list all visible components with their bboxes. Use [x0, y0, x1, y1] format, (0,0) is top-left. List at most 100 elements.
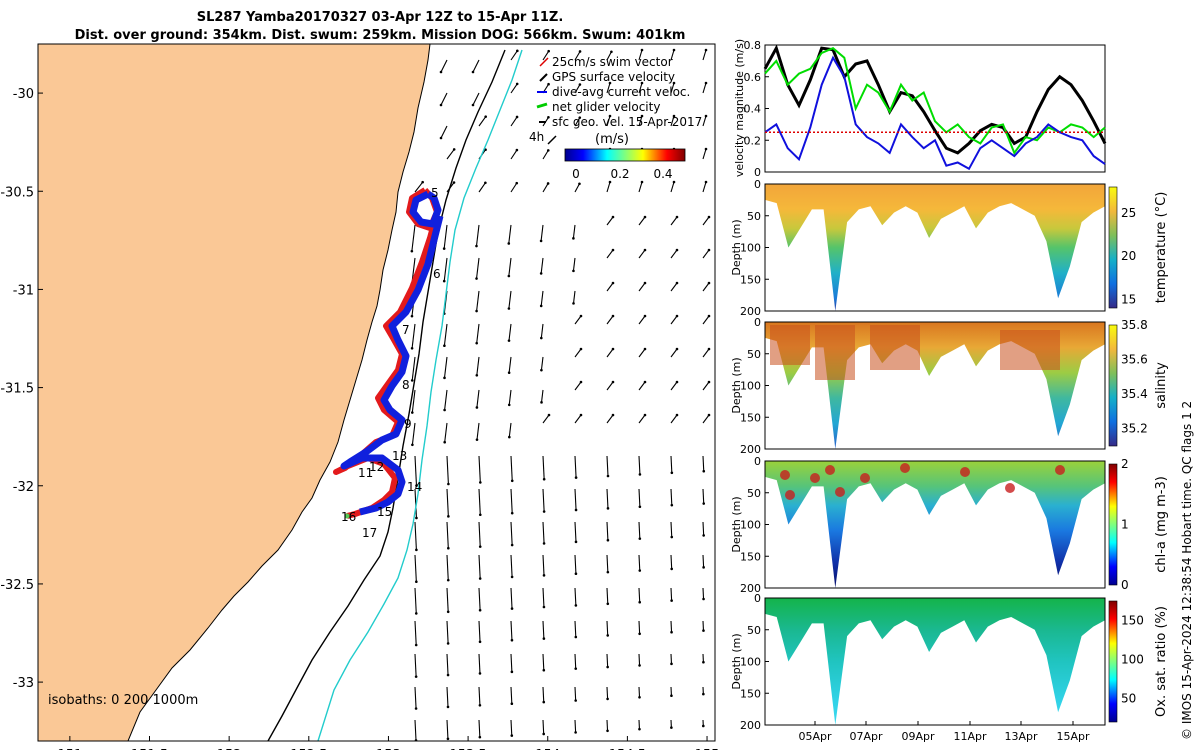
sfc-vel-arrow: [446, 620, 449, 644]
sfc-vel-arrowhead: [611, 413, 615, 417]
colorbar-tick-0: 0: [572, 167, 580, 181]
sfc-vel-arrowhead: [675, 215, 679, 219]
sfc-vel-arrowhead: [578, 83, 582, 86]
sfc-vel-arrowhead: [606, 634, 610, 637]
sfc-vel-arrowhead: [638, 695, 641, 699]
sfc-vel-arrow: [606, 653, 609, 668]
date-xtick-label: 05Apr: [798, 730, 832, 743]
sfc-vel-arrow: [606, 282, 614, 292]
sfc-vel-arrow: [702, 554, 705, 568]
sfc-vel-arrow: [702, 115, 707, 127]
sfc-vel-arrowhead: [415, 548, 418, 552]
temperature-colorbar-tick: 15: [1121, 292, 1136, 306]
sfc-vel-arrowhead: [410, 249, 414, 253]
map-ytick-label: -30.5: [0, 185, 34, 200]
sfc-vel-arrowhead: [574, 699, 577, 702]
sfc-vel-arrowhead: [638, 600, 642, 604]
salinity-ylabel: Depth (m): [730, 357, 743, 413]
isobath-200m: [267, 49, 506, 741]
chlorophyll-ytick-label: 50: [747, 487, 761, 500]
sfc-vel-arrow: [638, 282, 646, 292]
sfc-vel-arrowhead: [447, 546, 450, 550]
sfc-vel-arrowhead: [574, 540, 578, 544]
sfc-vel-arrow: [670, 216, 678, 226]
sfc-vel-arrow: [638, 82, 643, 94]
track-label-5: 5: [431, 186, 439, 200]
sfc-vel-arrowhead: [475, 341, 478, 345]
sfc-vel-arrow: [670, 315, 678, 325]
sfc-vel-arrow: [638, 488, 641, 507]
sfc-vel-arrowhead: [579, 380, 583, 384]
sfc-vel-arrowhead: [702, 534, 705, 537]
sfc-vel-arrowhead: [670, 630, 673, 634]
sfc-vel-arrow: [542, 455, 545, 480]
sfc-vel-arrow: [542, 183, 549, 193]
sfc-vel-arrow: [542, 554, 545, 576]
sfc-vel-arrow: [411, 323, 416, 349]
oxygen-colorbar-tick: 100: [1121, 653, 1144, 667]
sfc-vel-arrowhead: [638, 473, 642, 476]
velocity-ytick-label: 0.2: [744, 134, 762, 147]
colorbar-tick-0.4: 0.4: [653, 167, 672, 181]
chlorophyll-colorbar-tick: 2: [1121, 457, 1129, 471]
title-line-2: Dist. over ground: 354km. Dist. swum: 25…: [74, 28, 686, 43]
track-label-16: 16: [341, 510, 356, 524]
colorbar-tick-0.2: 0.2: [610, 167, 629, 181]
sfc-vel-arrow: [574, 455, 577, 478]
velocity-ytick-label: 0.8: [744, 39, 762, 52]
sfc-vel-arrow: [572, 290, 576, 304]
sfc-vel-arrow: [606, 216, 614, 226]
chl-high-patch: [960, 467, 970, 477]
sfc-vel-arrow: [606, 455, 609, 477]
sfc-vel-arrow: [638, 686, 641, 698]
sfc-vel-arrowhead: [515, 181, 519, 185]
sfc-vel-arrow: [606, 51, 612, 61]
sfc-vel-arrowhead: [574, 667, 578, 670]
sfc-vel-arrowhead: [540, 368, 543, 372]
chlorophyll-section-fill: [765, 461, 1105, 588]
chlorophyll-colorbar-label: chl-a (mg m-3): [1154, 476, 1169, 573]
sfc-vel-arrow: [542, 587, 545, 608]
sfc-vel-arrow: [476, 290, 480, 312]
sfc-vel-arrowhead: [507, 307, 511, 310]
sfc-vel-arrowhead: [410, 379, 414, 382]
salinity-colorbar-tick: 35.4: [1121, 387, 1148, 401]
sfc-vel-arrow: [508, 290, 512, 309]
temperature-colorbar-tick: 20: [1121, 249, 1136, 263]
sfc-vel-arrowhead: [510, 543, 514, 547]
oxygen-ytick-label: 0: [754, 592, 761, 605]
sfc-vel-arrowhead: [484, 148, 487, 152]
sfc-vel-arrow: [444, 422, 448, 443]
sfc-vel-arrow: [542, 719, 545, 734]
map-xtick-label: 153: [376, 748, 401, 750]
sfc-vel-arrowhead: [484, 181, 487, 185]
sfc-vel-arrowhead: [670, 694, 673, 697]
oxygen-colorbar-tick: 150: [1121, 614, 1144, 628]
sfc-vel-arrowhead: [670, 535, 674, 539]
sfc-vel-arrowhead: [670, 599, 673, 602]
temperature-section-fill: [765, 184, 1105, 311]
sfc-vel-arrowhead: [704, 48, 708, 52]
sfc-vel-arrowhead: [516, 49, 519, 53]
map-xtick-label: 155: [695, 748, 720, 750]
sfc-vel-arrowhead: [452, 148, 456, 151]
sfc-vel-arrow: [478, 620, 481, 642]
map-xtick-label: 153.5: [449, 748, 486, 750]
velocity-panel: 0 0.2 0.4 0.6 0.8 velocity magnitude (m/s): [733, 39, 1107, 179]
sfc-vel-arrowhead: [539, 304, 543, 308]
oxygen-ylabel: Depth (m): [730, 633, 743, 689]
sfc-vel-arrowhead: [611, 215, 615, 219]
sfc-vel-arrow: [606, 554, 609, 573]
sfc-vel-arrowhead: [507, 242, 511, 245]
velocity-ytick-label: 0.6: [744, 71, 762, 84]
sfc-vel-arrowhead: [704, 147, 708, 151]
sfc-vel-arrow: [478, 587, 481, 611]
velocity-ytick-label: 0.4: [744, 103, 762, 116]
sfc-vel-arrow: [638, 249, 646, 259]
sfc-vel-arrowhead: [638, 664, 641, 667]
sfc-vel-arrow: [702, 587, 705, 600]
temperature-ytick-label: 0: [754, 178, 761, 191]
sfc-vel-arrowhead: [707, 281, 711, 285]
sfc-vel-arrowhead: [542, 510, 546, 513]
sfc-vel-arrowhead: [540, 401, 543, 404]
